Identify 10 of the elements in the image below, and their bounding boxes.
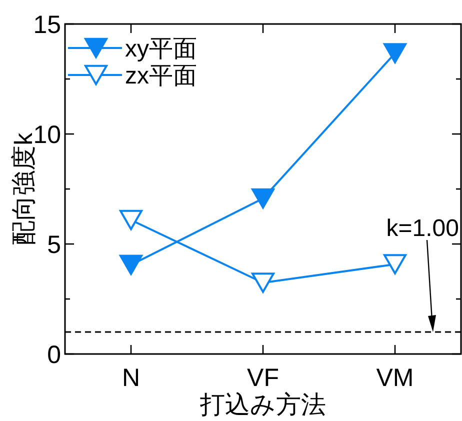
x-axis-title: 打込み方法 [199, 391, 326, 419]
x-tick-label: VM [376, 364, 414, 392]
annotation: k=1.00 [386, 215, 459, 242]
legend-label: zx平面 [125, 62, 197, 90]
x-tick-label: N [122, 364, 140, 392]
y-tick-label: 5 [47, 230, 61, 259]
legend-label: xy平面 [125, 35, 197, 62]
x-tick-label: VF [247, 364, 279, 392]
y-tick-label: 0 [47, 340, 61, 369]
y-tick-label: 15 [33, 10, 61, 39]
